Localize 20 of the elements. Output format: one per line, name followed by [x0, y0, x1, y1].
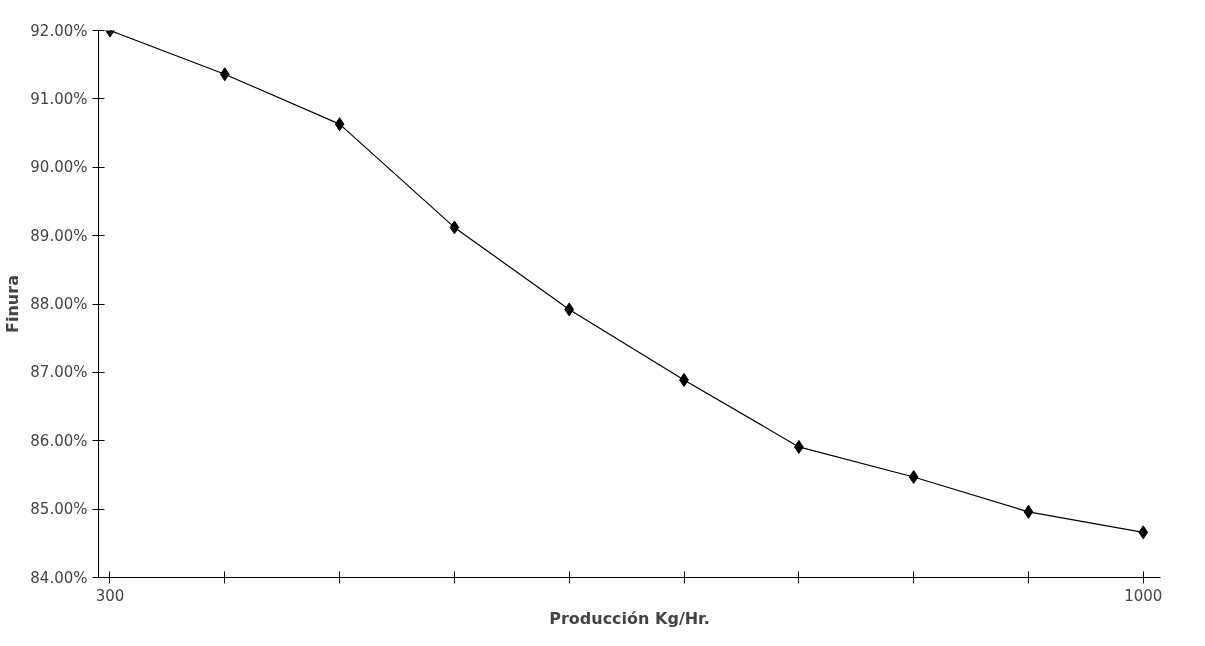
- y-axis-title: Finura: [3, 275, 23, 333]
- y-tick-label: 91.00%: [30, 89, 88, 108]
- point: [449, 220, 460, 235]
- y-tick-label: 92.00%: [30, 21, 88, 40]
- point: [1023, 504, 1034, 519]
- point: [1138, 525, 1149, 540]
- x-axis-title: Producción Kg/Hr.: [549, 608, 710, 628]
- y-tick-label: 84.00%: [30, 568, 88, 587]
- y-tick-label: 89.00%: [30, 226, 88, 245]
- y-tick-label: 87.00%: [30, 363, 88, 382]
- y-tick-label: 90.00%: [30, 158, 88, 177]
- y-tick-label: 85.00%: [30, 500, 88, 519]
- point: [334, 117, 345, 132]
- y-tick-label: 86.00%: [30, 431, 88, 450]
- point: [908, 469, 919, 484]
- x-tick-label: 300: [95, 586, 125, 605]
- x-tick-label: 1000: [1124, 586, 1163, 605]
- point: [219, 67, 230, 82]
- point: [564, 302, 575, 317]
- y-tick-label: 88.00%: [30, 295, 88, 313]
